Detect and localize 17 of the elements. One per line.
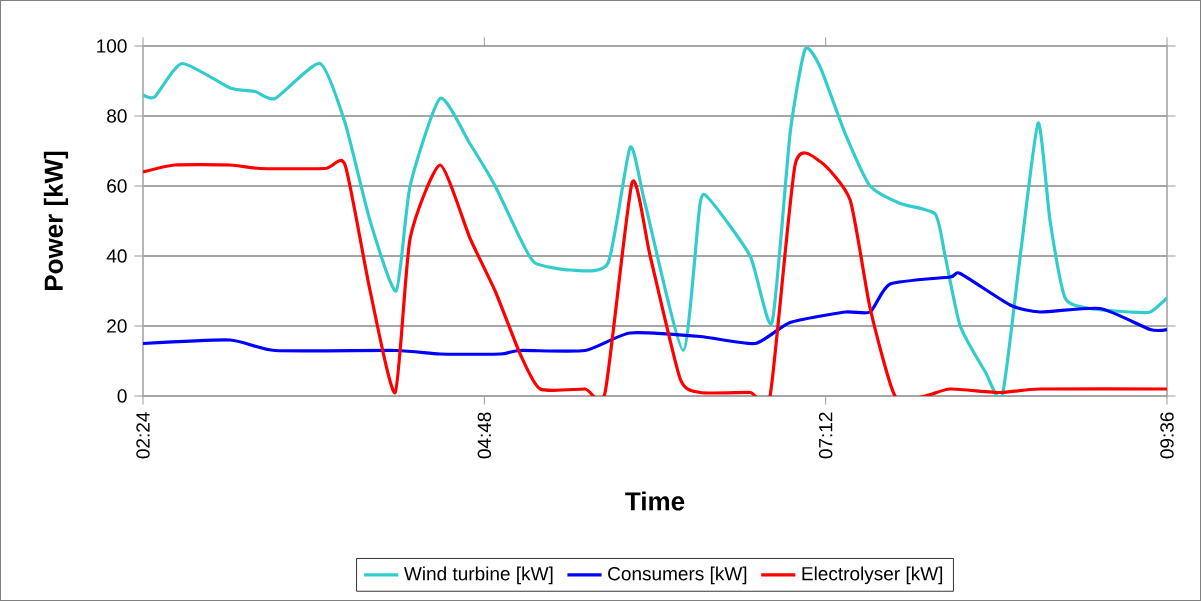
legend-label: Wind turbine [kW]: [403, 566, 553, 585]
y-tick-label: 80: [107, 109, 127, 123]
x-tick-label: 02:24: [136, 412, 150, 459]
y-tick-label: 20: [107, 319, 127, 333]
x-tick-label: 04:48: [477, 412, 492, 459]
y-tick-label: 60: [107, 179, 127, 193]
y-tick-label: 100: [97, 39, 127, 53]
x-tick-label: 09:36: [1160, 412, 1174, 459]
y-tick-label: 40: [106, 249, 127, 263]
x-axis-title: Time: [625, 491, 685, 511]
line-series: [143, 47, 1167, 397]
y-axis-title: Power [kW]: [43, 151, 69, 291]
x-tick-label: 07:12: [818, 412, 833, 459]
line-series: [143, 271, 1167, 356]
y-tick-label: 0: [117, 389, 127, 403]
legend-label: Electrolyser [kW]: [802, 566, 943, 585]
legend-label: Consumers [kW]: [608, 566, 747, 585]
